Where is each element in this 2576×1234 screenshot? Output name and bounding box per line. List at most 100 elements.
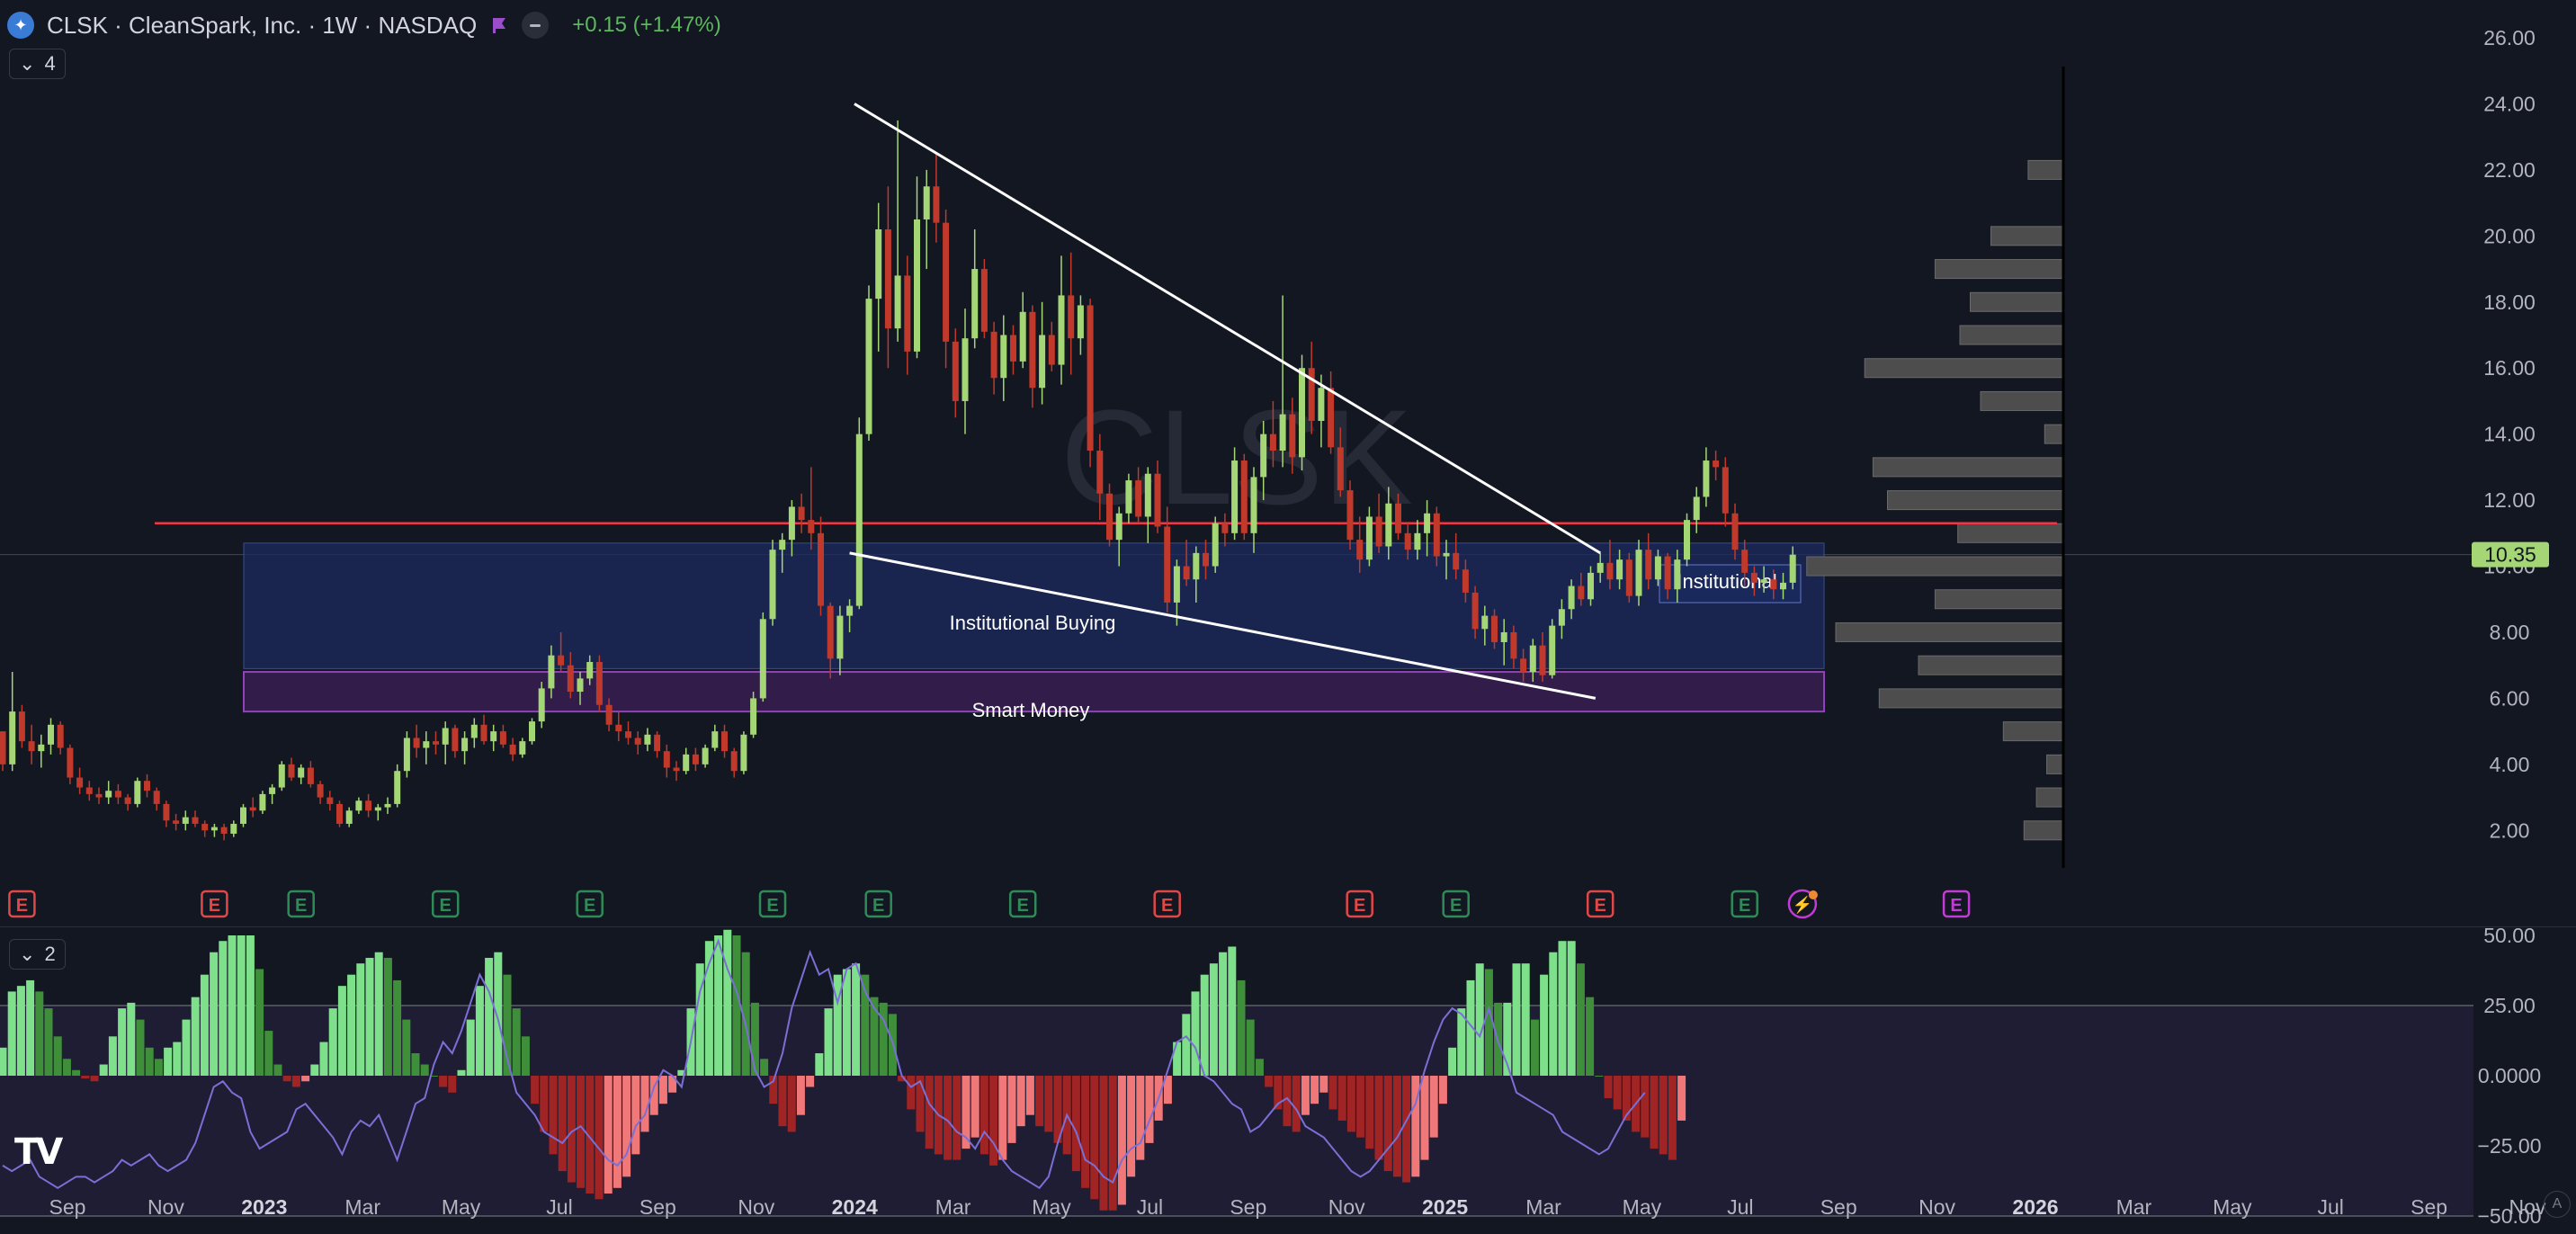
candle-body <box>980 269 988 332</box>
candle-body <box>1780 582 1786 590</box>
candle-body <box>1375 516 1382 547</box>
oscillator-bar <box>695 963 704 1076</box>
time-axis-label: Sep <box>49 1195 86 1219</box>
candle-body <box>124 797 131 804</box>
candle-body <box>1625 559 1632 596</box>
oscillator-bar <box>301 1076 310 1082</box>
candle-body <box>750 698 757 735</box>
oscillator-bar <box>1081 1076 1090 1188</box>
oscillator-bar <box>833 974 842 1076</box>
oscillator-bar <box>558 1076 567 1172</box>
oscillator-bar <box>328 1008 337 1076</box>
candle-body <box>1481 615 1489 630</box>
candle-body <box>721 731 728 752</box>
oscillator-bar <box>668 1076 677 1093</box>
volume-profile-bar <box>2023 820 2064 841</box>
oscillator-bar <box>870 997 879 1076</box>
oscillator-bar <box>953 1076 962 1160</box>
volume-profile-bar <box>1934 589 2064 610</box>
price-axis-label: 16.00 <box>2483 356 2536 380</box>
oscillator-bar <box>118 1008 127 1076</box>
oscillator-bar <box>347 974 356 1076</box>
oscillator-bar <box>852 963 861 1076</box>
oscillator-bar <box>1622 1076 1631 1121</box>
candle-body <box>1058 295 1065 365</box>
candle-body <box>1010 335 1016 362</box>
oscillator-bar <box>411 1053 420 1076</box>
oscillator-bar <box>420 1064 429 1076</box>
candle-body <box>788 506 795 541</box>
oscillator-bar <box>567 1076 576 1183</box>
oscillator-bar <box>1337 1076 1346 1121</box>
auto-scale-button[interactable]: A <box>2544 1191 2571 1218</box>
volume-profile-bar <box>2046 754 2064 774</box>
candle-body <box>836 615 844 659</box>
oscillator-bar <box>879 1002 888 1076</box>
symbol-title[interactable]: CLSK · CleanSpark, Inc. · 1W · NASDAQ <box>47 11 478 39</box>
gridlines: CLSK <box>0 381 2576 1217</box>
oscillator-bar <box>1586 997 1595 1076</box>
oscillator-bar <box>191 997 200 1076</box>
oscillator-bar <box>1346 1076 1355 1132</box>
candle-body <box>1703 461 1710 497</box>
collapse-icon[interactable] <box>522 12 550 39</box>
trendlines <box>849 103 1601 700</box>
candle-body <box>1365 516 1373 560</box>
earnings-marker-letter: E <box>1161 896 1173 916</box>
tradingview-logo[interactable]: TV <box>14 1131 63 1173</box>
candle-body <box>1453 552 1460 570</box>
candle-body <box>990 331 997 379</box>
candle-body <box>1096 451 1104 494</box>
candle-body <box>1328 388 1335 448</box>
candle-body <box>192 817 199 824</box>
oscillator-bar <box>521 1036 530 1076</box>
candle-body <box>18 711 25 742</box>
candle-body <box>403 738 410 772</box>
candle-body <box>153 791 160 804</box>
candle-body <box>818 532 824 606</box>
cleanspark-logo-icon[interactable]: ✦ <box>7 12 34 39</box>
oscillator-bar <box>760 1059 769 1076</box>
oscillator-bar <box>72 1069 81 1076</box>
oscillator-bar <box>658 1076 667 1104</box>
oscillator-bar <box>136 1019 145 1076</box>
flag-icon[interactable] <box>489 15 509 35</box>
oscillator-bar <box>448 1076 457 1093</box>
oscillator-indicators-toggle[interactable]: ⌄ 2 <box>9 939 66 970</box>
oscillator-bar <box>44 1008 53 1076</box>
oscillator-bar <box>1274 1076 1283 1110</box>
oscillator-bar <box>1044 1076 1053 1132</box>
oscillator-bar <box>90 1076 99 1082</box>
candle-body <box>548 655 555 689</box>
price-axis-label: 18.00 <box>2483 291 2536 314</box>
oscillator-bar <box>1255 1059 1264 1076</box>
oscillator-bar <box>1668 1076 1677 1160</box>
candle-body <box>634 738 641 745</box>
candle-body <box>567 665 574 693</box>
candle-body <box>384 803 391 808</box>
candle-body <box>962 338 969 401</box>
volume-profile-bar <box>1959 325 2064 345</box>
main-indicators-toggle[interactable]: ⌄ 4 <box>9 49 66 79</box>
candle-body <box>509 744 516 755</box>
candle-body <box>1500 631 1507 642</box>
time-axis-label: Mar <box>935 1195 971 1219</box>
oscillator-bar <box>1016 1076 1025 1127</box>
candle-body <box>259 793 266 811</box>
earnings-marker-letter: E <box>1450 896 1462 916</box>
oscillator-bar <box>264 1031 273 1076</box>
oscillator-bar <box>640 1076 649 1132</box>
oscillator-bar <box>1448 1047 1457 1076</box>
candle-body <box>971 269 979 339</box>
oscillator-bar <box>531 1076 540 1104</box>
time-axis-label: Mar <box>344 1195 380 1219</box>
price-axis-label: 2.00 <box>2490 818 2530 842</box>
time-axis-label: 2023 <box>241 1195 287 1219</box>
earnings-marker-letter: E <box>1595 896 1606 916</box>
candle-body <box>1039 335 1046 389</box>
candle-body <box>1558 609 1565 626</box>
candle-body <box>461 738 469 752</box>
oscillator-bar <box>613 1076 622 1188</box>
candle-body <box>1731 513 1739 550</box>
